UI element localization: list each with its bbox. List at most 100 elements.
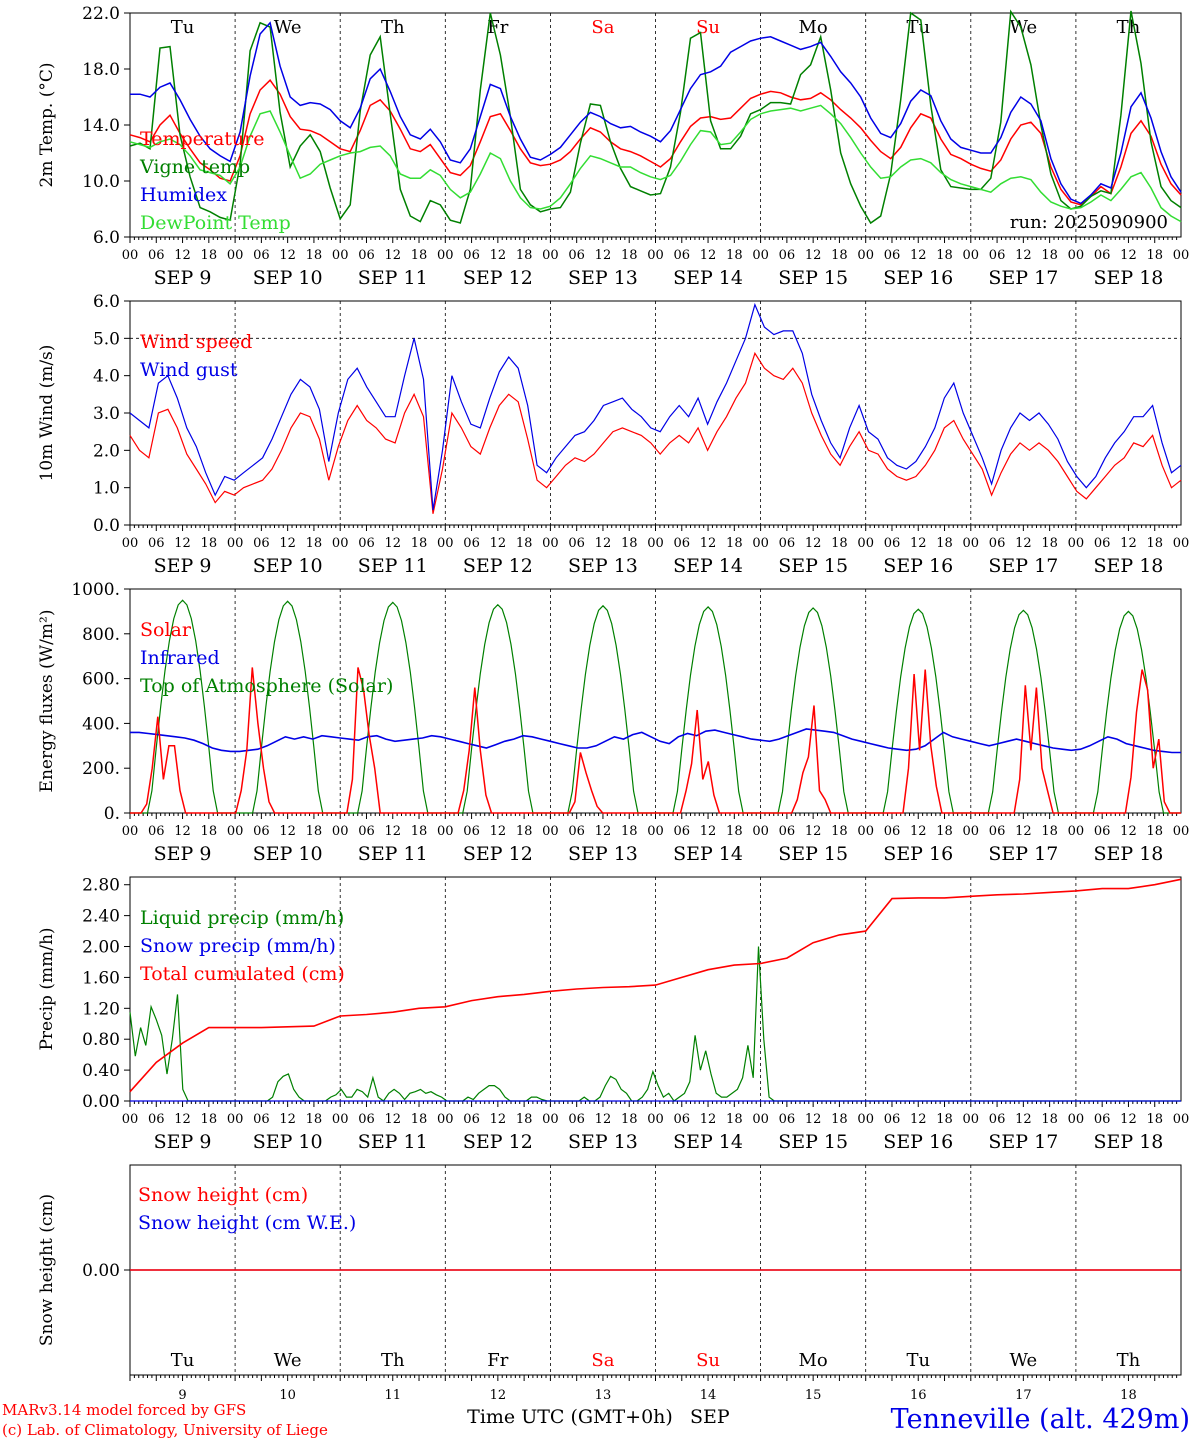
hour-tick-label: 18 [936,248,953,263]
hour-tick-label: 12 [174,248,191,263]
hour-tick-label: 06 [884,248,901,263]
hour-tick-label: 12 [910,824,927,839]
hour-tick-label: 12 [490,248,507,263]
hour-tick-label: 06 [568,1112,585,1127]
hour-tick-label: 18 [201,536,218,551]
hour-tick-label: 12 [490,536,507,551]
date-label: SEP 15 [778,267,848,289]
top-weekday-label: Tu [906,17,930,38]
legend-energy-0: Solar [140,619,192,641]
bottom-weekday-label: Mo [799,1350,828,1371]
hour-tick-label: 18 [411,1112,428,1127]
hour-tick-label: 00 [963,824,980,839]
series-line-0 [129,351,1182,514]
y-axis-label-energy: Energy fluxes (W/m²) [37,610,57,793]
y-tick-label: 0.00 [82,1092,120,1112]
legend-energy-1: Infrared [140,647,220,669]
hour-tick-label: 12 [595,1112,612,1127]
hour-tick-label: 12 [1120,824,1137,839]
hour-tick-label: 06 [253,824,270,839]
top-weekday-label: Th [381,17,405,38]
hour-tick-label: 18 [516,824,533,839]
hour-tick-label: 06 [779,248,796,263]
legend-snow-1: Snow height (cm W.E.) [138,1212,356,1234]
y-tick-label: 3.0 [93,404,120,424]
day-number-label: 15 [805,1388,822,1403]
legend-precip-2: Total cumulated (cm) [140,963,345,985]
hour-tick-label: 12 [910,536,927,551]
hour-tick-label: 18 [1146,248,1163,263]
date-label: SEP 14 [673,1131,743,1153]
hour-tick-label: 00 [647,1112,664,1127]
hour-tick-label: 00 [227,248,244,263]
y-axis-label-precip: Precip (mm/h) [37,927,57,1050]
y-tick-label: 22.0 [82,4,120,24]
hour-tick-label: 06 [568,536,585,551]
bottom-weekday-label: Th [381,1350,405,1371]
hour-tick-label: 00 [752,248,769,263]
legend-temperature-3: DewPoint Temp [140,212,291,234]
hour-tick-label: 00 [332,248,349,263]
bottom-weekday-label: Su [696,1350,720,1371]
bottom-weekday-label: Sa [591,1350,614,1371]
hour-tick-label: 06 [884,1112,901,1127]
y-axis-label-wind: 10m Wind (m/s) [37,345,57,482]
hour-tick-label: 18 [516,1112,533,1127]
hour-tick-label: 00 [437,536,454,551]
y-tick-label: 1.60 [82,968,120,988]
y-tick-label: 14.0 [82,116,120,136]
date-label: SEP 13 [568,843,638,865]
hour-tick-label: 18 [201,248,218,263]
top-weekday-label: Tu [171,17,195,38]
hour-tick-label: 18 [831,824,848,839]
run-label: run: 2025090900 [1010,212,1168,233]
hour-tick-label: 18 [831,248,848,263]
y-axis-label-temperature: 2m Temp. (°C) [37,62,57,187]
hour-tick-label: 12 [910,248,927,263]
series-line-1 [129,302,1182,511]
hour-tick-label: 12 [805,248,822,263]
hour-tick-label: 00 [122,824,139,839]
hour-tick-label: 00 [542,536,559,551]
hour-tick-label: 06 [253,536,270,551]
hour-tick-label: 18 [411,536,428,551]
hour-tick-label: 18 [306,248,323,263]
hour-tick-label: 06 [989,1112,1006,1127]
hour-tick-label: 00 [857,824,874,839]
copyright-credit: (c) Lab. of Climatology, University of L… [2,1421,328,1439]
hour-tick-label: 06 [358,1112,375,1127]
y-tick-label: 6.0 [93,228,120,248]
hour-tick-label: 06 [779,536,796,551]
x-axis-label: Time UTC (GMT+0h) [467,1406,673,1428]
hour-tick-label: 06 [989,248,1006,263]
hour-tick-label: 00 [122,248,139,263]
hour-tick-label: 00 [963,248,980,263]
hour-tick-label: 06 [1094,536,1111,551]
hour-tick-label: 06 [148,824,165,839]
legend-energy-2: Top of Atmosphere (Solar) [140,675,393,697]
hour-tick-label: 12 [490,1112,507,1127]
y-tick-label: 0.40 [82,1061,120,1081]
hour-tick-label: 00 [1068,824,1085,839]
date-label: SEP 15 [778,1131,848,1153]
y-tick-label: 0. [104,804,120,824]
legend-precip-1: Snow precip (mm/h) [140,935,336,957]
day-number-label: 10 [279,1388,296,1403]
hour-tick-label: 06 [779,1112,796,1127]
y-tick-label: 5.0 [93,329,120,349]
date-label: SEP 13 [568,267,638,289]
hour-tick-label: 12 [1015,824,1032,839]
date-label: SEP 14 [673,555,743,577]
hour-tick-label: 18 [516,248,533,263]
hour-tick-label: 06 [148,1112,165,1127]
y-tick-label: 600. [82,670,120,690]
hour-tick-label: 06 [358,824,375,839]
hour-tick-label: 12 [700,824,717,839]
hour-tick-label: 06 [1094,1112,1111,1127]
hour-tick-label: 06 [674,536,691,551]
top-weekday-label: Mo [799,17,828,38]
hour-tick-label: 18 [201,1112,218,1127]
hour-tick-label: 18 [201,824,218,839]
hour-tick-label: 12 [700,536,717,551]
hour-tick-label: 06 [253,1112,270,1127]
